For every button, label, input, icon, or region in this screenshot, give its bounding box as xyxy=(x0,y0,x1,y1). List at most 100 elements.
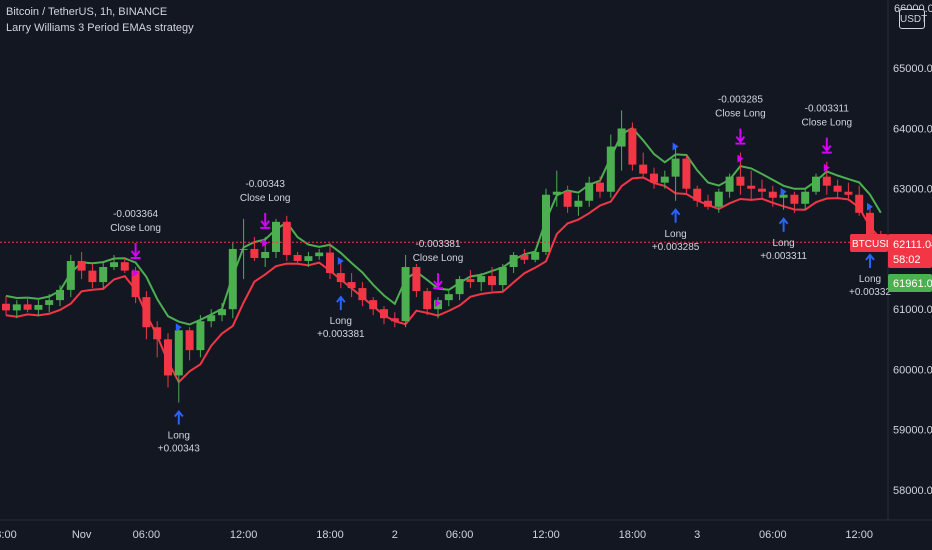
candle[interactable] xyxy=(855,185,864,216)
candle[interactable] xyxy=(552,170,561,207)
candle[interactable] xyxy=(34,300,43,317)
candle[interactable] xyxy=(671,146,680,201)
candle[interactable] xyxy=(304,251,313,268)
price-tick-label: 60000.00 xyxy=(893,364,932,376)
candle[interactable] xyxy=(833,179,842,198)
candle[interactable] xyxy=(153,321,162,358)
time-tick-label: 06:00 xyxy=(133,529,161,541)
candle[interactable] xyxy=(844,182,853,201)
candle[interactable] xyxy=(531,248,540,263)
candle-body xyxy=(412,267,421,292)
candle-body xyxy=(617,128,626,147)
candle[interactable] xyxy=(250,236,259,261)
candle[interactable] xyxy=(423,288,432,316)
symbol-title[interactable]: Bitcoin / TetherUS, 1h, BINANCE xyxy=(6,6,168,18)
candle[interactable] xyxy=(282,215,291,261)
candle[interactable] xyxy=(801,188,810,210)
candle[interactable] xyxy=(725,173,734,198)
candle[interactable] xyxy=(563,185,572,213)
candle[interactable] xyxy=(812,173,820,195)
last-price-box: BTCUSDT 62111.04 58:02 xyxy=(850,234,932,268)
time-scale[interactable]: 8:00 Nov 06:00 12:00 18:00 2 06:00 12:00 18:00 3 0… xyxy=(0,529,873,541)
candle[interactable] xyxy=(455,276,464,301)
candle[interactable] xyxy=(585,176,594,207)
candle-body xyxy=(844,191,853,195)
candle[interactable] xyxy=(207,309,216,328)
candle[interactable] xyxy=(12,300,21,319)
candle[interactable] xyxy=(45,294,54,313)
candle[interactable] xyxy=(99,260,108,289)
candle[interactable] xyxy=(196,315,205,358)
candle[interactable] xyxy=(639,152,648,177)
candle[interactable] xyxy=(542,188,550,255)
candle[interactable] xyxy=(509,251,518,274)
candle[interactable] xyxy=(2,295,10,316)
candle[interactable] xyxy=(606,134,615,198)
candle[interactable] xyxy=(142,291,151,340)
candle[interactable] xyxy=(380,306,388,325)
candle[interactable] xyxy=(77,251,86,280)
candle[interactable] xyxy=(628,122,637,171)
candle[interactable] xyxy=(682,155,691,195)
candle[interactable] xyxy=(23,297,32,313)
candle[interactable] xyxy=(174,327,183,403)
candle[interactable] xyxy=(120,257,129,274)
strategy-title[interactable]: Larry Williams 3 Period EMAs strategy xyxy=(6,22,194,34)
candle[interactable] xyxy=(498,264,507,292)
candle[interactable] xyxy=(336,260,345,289)
candle[interactable] xyxy=(88,264,97,289)
candle[interactable] xyxy=(693,185,702,207)
candle[interactable] xyxy=(520,248,529,264)
candle[interactable] xyxy=(218,303,226,322)
candle-body xyxy=(142,297,151,328)
candle[interactable] xyxy=(596,176,604,198)
candle[interactable] xyxy=(228,242,237,319)
candle[interactable] xyxy=(358,282,367,307)
candle[interactable] xyxy=(660,170,669,189)
candle[interactable] xyxy=(347,273,356,298)
candle[interactable] xyxy=(768,185,777,207)
candle[interactable] xyxy=(272,218,280,258)
candle-body xyxy=(120,262,129,271)
candle[interactable] xyxy=(56,285,64,307)
green-price-value: 61961.08 xyxy=(893,278,932,290)
quote-currency-button[interactable]: USDT xyxy=(899,9,927,29)
trade-label: Long xyxy=(859,274,881,285)
candle[interactable] xyxy=(164,333,172,388)
candle[interactable] xyxy=(444,291,453,307)
candle-body xyxy=(704,200,712,207)
candle[interactable] xyxy=(747,170,756,201)
candle[interactable] xyxy=(758,179,766,198)
candle[interactable] xyxy=(185,327,194,361)
candle[interactable] xyxy=(390,312,399,328)
candle[interactable] xyxy=(293,251,302,264)
candle[interactable] xyxy=(704,194,712,210)
candle[interactable] xyxy=(574,194,583,216)
candle[interactable] xyxy=(369,297,378,316)
candle[interactable] xyxy=(401,254,410,328)
candle[interactable] xyxy=(714,188,723,213)
trade-label: Long xyxy=(772,238,794,249)
candle[interactable] xyxy=(466,270,475,289)
candle-body xyxy=(671,158,680,177)
candle[interactable] xyxy=(66,254,75,298)
trade-label: Long xyxy=(330,316,352,327)
candle[interactable] xyxy=(650,167,658,189)
candle[interactable] xyxy=(326,242,334,280)
candle[interactable] xyxy=(477,273,486,292)
candle[interactable] xyxy=(779,191,788,210)
candle[interactable] xyxy=(239,218,248,280)
time-tick-label: 3 xyxy=(694,529,700,541)
long-entry-marker: Long +0.003285 xyxy=(652,142,700,253)
trade-profit-label: -0.003364 xyxy=(113,209,158,220)
candle[interactable] xyxy=(488,267,496,292)
candle[interactable] xyxy=(315,248,324,260)
candle-body xyxy=(758,188,766,192)
candle[interactable] xyxy=(790,191,799,213)
candle[interactable] xyxy=(110,254,118,271)
candlesticks[interactable] xyxy=(2,110,885,403)
candle[interactable] xyxy=(412,264,421,298)
candle[interactable] xyxy=(617,110,626,171)
